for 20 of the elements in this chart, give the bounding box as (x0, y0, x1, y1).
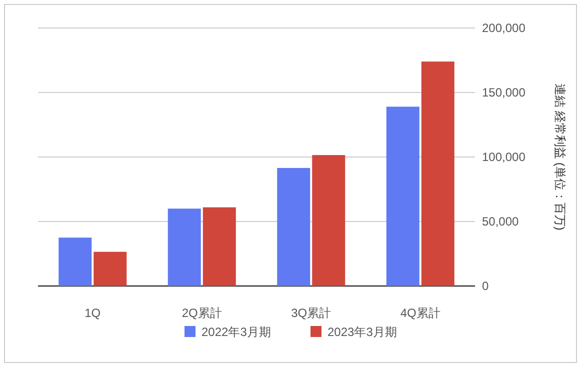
y-tick-label: 150,000 (482, 86, 526, 100)
x-tick-label: 1Q (84, 306, 101, 320)
legend-label: 2022年3月期 (202, 325, 271, 339)
y-axis-title: 連結 経常利益 (単位：百万) (553, 84, 567, 230)
legend-label: 2023年3月期 (328, 325, 397, 339)
bar (202, 207, 236, 286)
x-tick-label: 4Q累計 (400, 306, 440, 320)
x-tick-label: 2Q累計 (182, 306, 222, 320)
bar (58, 238, 92, 286)
bar (386, 106, 420, 286)
y-tick-label: 50,000 (482, 214, 520, 228)
bar (312, 155, 346, 286)
bar (168, 208, 201, 286)
y-tick-label: 200,000 (482, 21, 526, 35)
y-tick-label: 100,000 (482, 150, 526, 164)
x-tick-label: 3Q累計 (291, 306, 332, 320)
bar (277, 168, 310, 286)
bar (94, 252, 127, 286)
bar (421, 62, 454, 286)
y-tick-label: 0 (482, 279, 489, 293)
